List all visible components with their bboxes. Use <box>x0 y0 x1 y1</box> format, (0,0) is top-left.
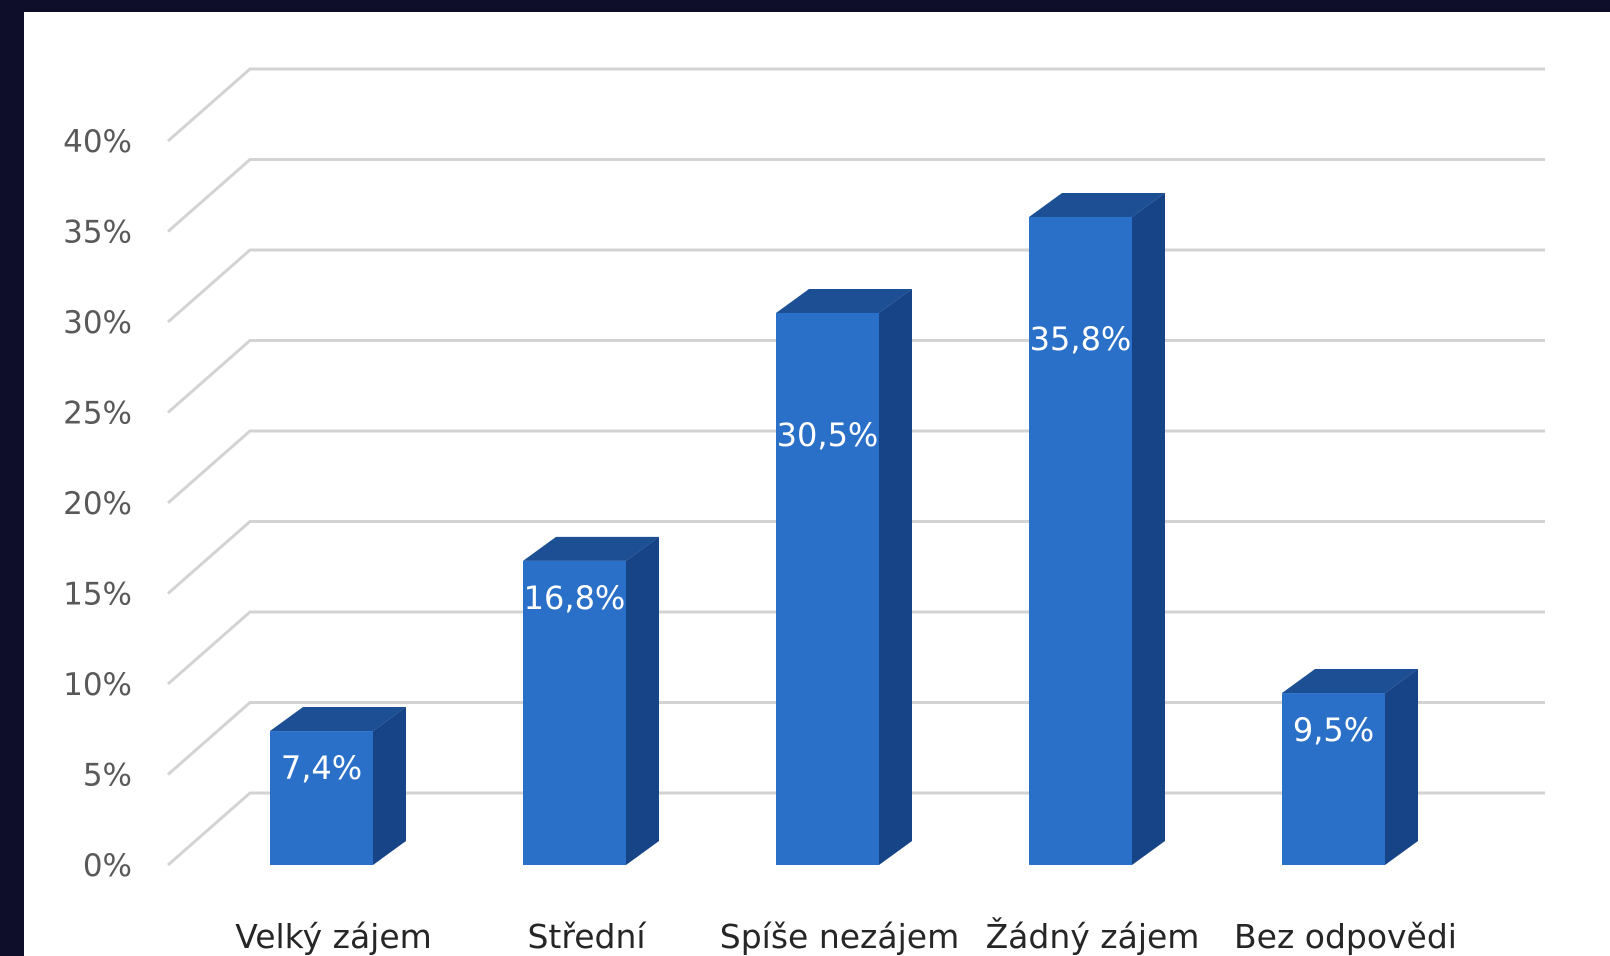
y-tick-label: 15% <box>63 577 132 613</box>
bar-top <box>523 536 659 561</box>
data-label: 7,4% <box>281 749 362 787</box>
bar: 16,8% <box>523 536 659 865</box>
y-tick-label: 5% <box>83 758 132 794</box>
x-axis-category-labels: Velký zájem Střední Spíše nezájem Žádný záj… <box>235 916 1457 956</box>
bar-front <box>1282 693 1385 865</box>
bar-front <box>776 312 879 865</box>
gridline <box>167 158 1545 233</box>
bar: 7,4% <box>270 707 406 865</box>
bars: 7,4% 16,8% 30,5% 35,8% 9,5% <box>270 193 1418 865</box>
y-tick-label: 0% <box>83 848 132 884</box>
bar-front <box>523 560 626 865</box>
category-label: Střední <box>527 917 647 956</box>
data-label: 35,8% <box>1030 320 1132 358</box>
bar-top <box>776 288 912 313</box>
data-label: 9,5% <box>1293 711 1374 749</box>
bar-side <box>1132 193 1165 865</box>
bar-top <box>270 707 406 732</box>
y-tick-label: 30% <box>63 305 132 341</box>
bar-top <box>1282 669 1418 694</box>
bar-side <box>626 536 659 865</box>
bar-side <box>879 288 912 865</box>
bar-side <box>373 707 406 865</box>
bar-front <box>1029 217 1132 865</box>
category-label: Žádný zájem <box>986 916 1200 956</box>
y-tick-label: 25% <box>63 396 132 432</box>
category-label: Bez odpovědi <box>1234 917 1457 956</box>
y-tick-label: 35% <box>63 215 132 251</box>
y-axis-tick-labels: 0% 5% 10% 15% 20% 25% 30% 35% 40% <box>63 124 132 884</box>
bar: 30,5% <box>776 288 912 865</box>
gridline <box>167 67 1545 143</box>
y-tick-label: 20% <box>63 486 132 522</box>
category-label: Velký zájem <box>235 917 432 956</box>
category-label: Spíše nezájem <box>720 917 959 956</box>
data-label: 16,8% <box>524 579 626 617</box>
data-label: 30,5% <box>777 416 879 454</box>
bar-side <box>1385 669 1418 865</box>
bar: 9,5% <box>1282 669 1418 865</box>
bar-top <box>1029 193 1165 218</box>
y-tick-label: 40% <box>63 124 132 160</box>
bar-front <box>270 731 373 865</box>
bar: 35,8% <box>1029 193 1165 865</box>
y-tick-label: 10% <box>63 667 132 703</box>
